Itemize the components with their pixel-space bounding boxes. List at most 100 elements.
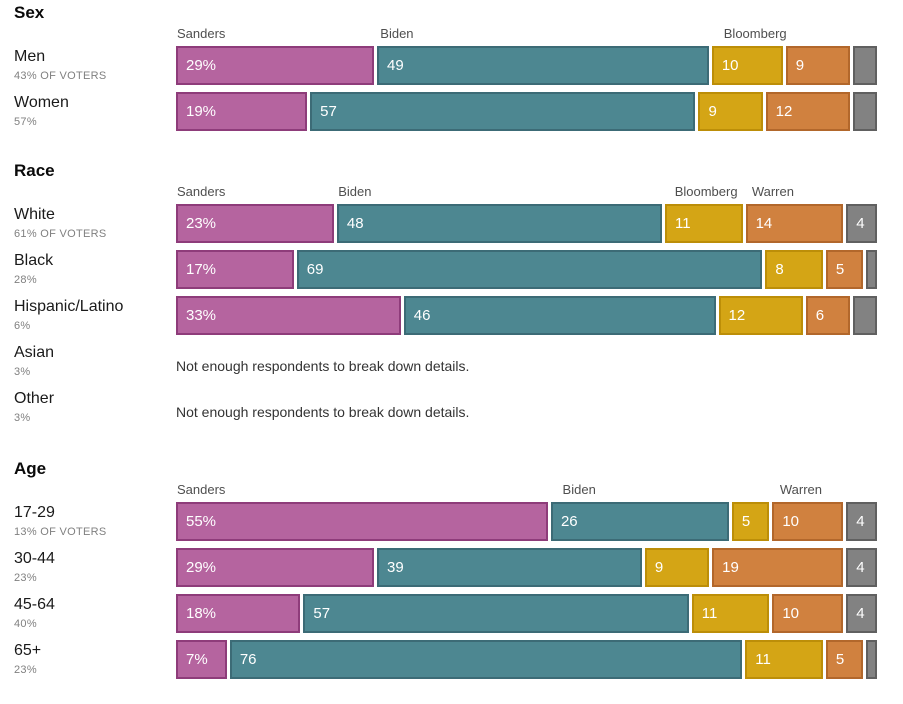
section-title: Sex xyxy=(14,3,45,22)
demographic-row: 45-64 40% 18% 57 11 10 4 xyxy=(0,594,903,633)
bar-segment-sanders: 29% xyxy=(176,46,375,85)
bar-segment-other xyxy=(866,250,877,289)
segment-value-label: 12 xyxy=(728,307,746,324)
bar-segment-bloomberg: 11 xyxy=(665,204,743,243)
demographic-row: Asian 3% Not enough respondents to break d… xyxy=(0,342,903,381)
segment-value-label: 19% xyxy=(186,103,217,120)
segment-value-label: 69 xyxy=(306,261,324,278)
segment-value-label: 4 xyxy=(856,215,865,232)
row-share-label: 57% xyxy=(14,116,37,128)
segment-value-label: 5 xyxy=(741,513,751,530)
stacked-bar: 23% 48 11 14 4 xyxy=(176,204,878,243)
bar-segment-other: 4 xyxy=(846,502,878,541)
demographic-row: Black 28% 17% 69 8 5 xyxy=(0,250,903,289)
segment-value-label: 18% xyxy=(186,605,217,622)
segment-value-label: 8 xyxy=(775,261,784,278)
segment-value-label: 11 xyxy=(755,651,771,668)
candidate-column-label: Warren xyxy=(779,482,822,497)
stacked-bar: 7% 76 11 5 xyxy=(176,640,877,679)
bar-segment-other: 4 xyxy=(846,594,878,633)
row-share-label: 28% xyxy=(14,274,37,286)
bar-segment-sanders: 7% xyxy=(176,640,227,679)
candidate-column-label: Sanders xyxy=(177,26,226,41)
bar-segment-warren: 5 xyxy=(825,250,864,289)
bar-segment-warren: 19 xyxy=(712,548,844,587)
bar-segment-warren: 6 xyxy=(805,296,850,335)
candidate-column-label: Biden xyxy=(380,26,414,41)
bar-segment-biden: 49 xyxy=(377,46,709,85)
candidate-column-label: Biden xyxy=(562,482,596,497)
bar-segment-bloomberg: 9 xyxy=(644,548,710,587)
segment-value-label: 4 xyxy=(856,513,865,530)
bar-segment-bloomberg: 12 xyxy=(718,296,803,335)
row-label: 45-64 xyxy=(14,596,55,613)
stacked-bar: 55% 26 5 10 4 xyxy=(176,502,878,541)
row-label: Asian xyxy=(14,344,55,361)
bar-segment-bloomberg: 8 xyxy=(765,250,823,289)
candidate-column-label: Warren xyxy=(751,184,794,199)
row-share-label: 40% xyxy=(14,618,37,630)
bar-segment-warren: 10 xyxy=(772,502,844,541)
bar-segment-biden: 39 xyxy=(377,548,642,587)
demographic-row: Men 43% OF VOTERS 29% 49 10 9 xyxy=(0,46,903,85)
segment-value-label: 46 xyxy=(413,307,431,324)
stacked-bar: 33% 46 12 6 xyxy=(176,296,877,335)
bar-segment-warren: 9 xyxy=(785,46,850,85)
candidate-column-label: Biden xyxy=(338,184,372,199)
segment-value-label: 49 xyxy=(387,57,404,74)
candidate-column-label: Sanders xyxy=(177,184,226,199)
row-share-label: 43% OF VOTERS xyxy=(14,70,107,82)
bar-segment-sanders: 17% xyxy=(176,250,294,289)
row-share-label: 6% xyxy=(14,320,31,332)
row-label: 17-29 xyxy=(14,504,55,521)
section-title: Age xyxy=(14,459,47,478)
bar-segment-warren: 12 xyxy=(765,92,850,131)
stacked-bar: 29% 49 10 9 xyxy=(176,46,877,85)
bar-segment-biden: 48 xyxy=(336,204,662,243)
segment-value-label: 55% xyxy=(186,513,217,530)
demographic-row: 17-29 13% OF VOTERS 55% 26 5 10 4 xyxy=(0,502,903,541)
row-label: Other xyxy=(14,390,55,407)
bar-segment-other xyxy=(852,46,877,85)
row-label: Women xyxy=(14,94,69,111)
section-title: Race xyxy=(14,161,55,180)
row-label: Black xyxy=(14,252,54,269)
segment-value-label: 26 xyxy=(560,513,578,530)
bar-segment-biden: 76 xyxy=(229,640,743,679)
candidate-column-label: Bloomberg xyxy=(674,184,738,199)
bar-segment-biden: 69 xyxy=(296,250,763,289)
candidate-column-label: Sanders xyxy=(177,482,226,497)
bar-segment-biden: 46 xyxy=(403,296,716,335)
not-enough-respondents-note: Not enough respondents to break down det… xyxy=(176,358,470,374)
segment-value-label: 19 xyxy=(722,559,739,576)
bar-segment-sanders: 18% xyxy=(176,594,301,633)
segment-value-label: 29% xyxy=(186,559,217,576)
bar-segment-biden: 26 xyxy=(550,502,729,541)
segment-value-label: 4 xyxy=(856,605,865,622)
segment-value-label: 11 xyxy=(701,605,718,622)
row-share-label: 23% xyxy=(14,664,37,676)
demographic-row: Hispanic/Latino 6% 33% 46 12 6 xyxy=(0,296,903,335)
segment-value-label: 4 xyxy=(856,559,865,576)
bar-segment-bloomberg: 9 xyxy=(698,92,763,131)
stacked-bar: 17% 69 8 5 xyxy=(176,250,877,289)
stacked-bar: 29% 39 9 19 4 xyxy=(176,548,877,587)
demographic-row: Other 3% Not enough respondents to break d… xyxy=(0,388,903,427)
segment-value-label: 57 xyxy=(320,103,337,120)
row-label: 30-44 xyxy=(14,550,55,567)
bar-segment-bloomberg: 11 xyxy=(691,594,770,633)
stacked-bar: 19% 57 9 12 xyxy=(176,92,877,131)
row-share-label: 13% OF VOTERS xyxy=(14,526,107,538)
candidate-column-label: Bloomberg xyxy=(723,26,787,41)
segment-value-label: 29% xyxy=(186,57,217,74)
bar-segment-other: 4 xyxy=(846,548,877,587)
segment-value-label: 39 xyxy=(387,559,404,576)
row-share-label: 3% xyxy=(14,366,31,378)
demographic-row: White 61% OF VOTERS 23% 48 11 14 4 xyxy=(0,204,903,243)
segment-value-label: 23% xyxy=(186,215,217,232)
bar-segment-warren: 14 xyxy=(745,204,844,243)
demographic-row: Women 57% 19% 57 9 12 xyxy=(0,92,903,131)
segment-value-label: 10 xyxy=(782,513,800,530)
bar-segment-sanders: 55% xyxy=(176,502,548,541)
